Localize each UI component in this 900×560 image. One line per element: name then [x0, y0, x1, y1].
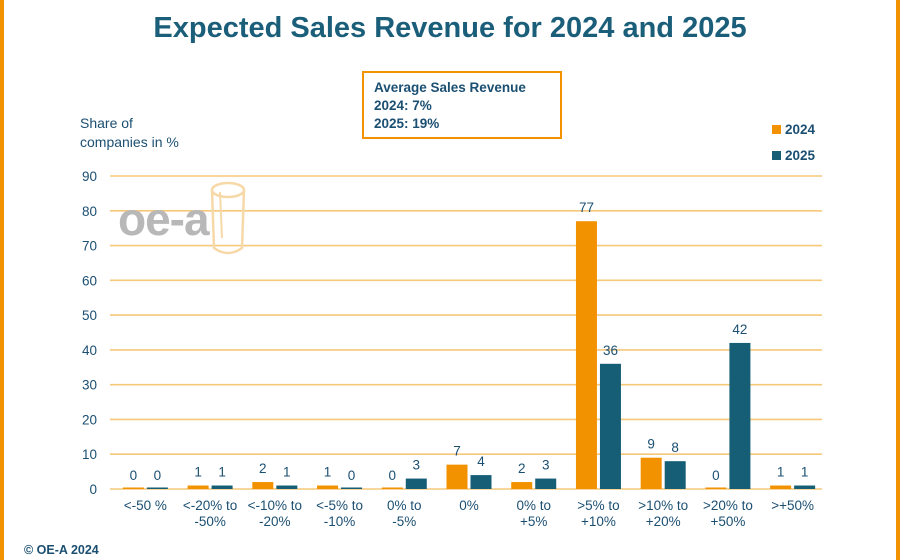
- bar-2024-5: [446, 464, 468, 489]
- data-label-2024-5: 7: [453, 444, 461, 459]
- x-tick-label-2-line-1: -20%: [259, 514, 291, 529]
- y-axis-label-line-1: Share of: [80, 115, 133, 131]
- x-tick-label-6-line-0: 0% to: [516, 498, 551, 513]
- x-tick-label-9-line-0: >20% to: [703, 498, 753, 513]
- bar-2024-1: [187, 485, 209, 489]
- data-label-2024-8: 9: [647, 437, 655, 452]
- bar-2024-0: [122, 487, 144, 489]
- data-label-2025-2: 1: [283, 465, 291, 480]
- copyright-footer: © OE-A 2024: [24, 543, 99, 557]
- frame-left-border: [0, 0, 4, 560]
- bar-2024-10: [770, 485, 792, 489]
- y-tick-label-10: 10: [82, 447, 97, 462]
- x-tick-label-1-line-0: <-20% to: [183, 498, 237, 513]
- bar-2025-6: [535, 478, 557, 489]
- bar-2024-3: [317, 485, 339, 489]
- x-tick-label-2-line-0: <-10% to: [248, 498, 302, 513]
- data-label-2024-4: 0: [389, 468, 397, 483]
- data-label-2025-1: 1: [218, 465, 226, 480]
- y-axis-label: Share of companies in %: [80, 114, 220, 152]
- x-tick-label-10-line-0: >+50%: [771, 498, 814, 513]
- bar-2025-2: [276, 485, 298, 489]
- oe-a-logo: oe-a: [118, 178, 253, 263]
- data-label-2025-10: 1: [801, 465, 809, 480]
- info-box-heading: Average Sales Revenue: [374, 80, 526, 95]
- data-label-2025-5: 4: [477, 454, 485, 469]
- legend-swatch-2025: [772, 150, 781, 160]
- data-label-2025-0: 0: [154, 468, 162, 483]
- y-tick-label-90: 90: [82, 169, 97, 184]
- bar-2025-9: [729, 342, 751, 489]
- data-label-2024-3: 1: [324, 465, 332, 480]
- bar-2025-0: [146, 487, 168, 489]
- x-tick-label-7-line-1: +10%: [581, 514, 616, 529]
- x-tick-label-8-line-1: +20%: [646, 514, 681, 529]
- legend: 2024 2025: [772, 116, 815, 168]
- legend-item-2025: 2025: [772, 142, 815, 168]
- data-label-2024-2: 2: [259, 461, 267, 476]
- data-label-2025-3: 0: [348, 468, 356, 483]
- x-tick-label-3-line-0: <-5% to: [316, 498, 363, 513]
- data-label-2024-10: 1: [777, 465, 785, 480]
- legend-swatch-2024: [772, 124, 781, 134]
- x-tick-label-8-line-0: >10% to: [638, 498, 688, 513]
- data-label-2025-4: 3: [413, 458, 421, 473]
- bar-2025-10: [794, 485, 816, 489]
- x-tick-label-9-line-1: +50%: [710, 514, 745, 529]
- logo-cylinder-icon: [210, 181, 246, 255]
- x-tick-label-1-line-1: -50%: [194, 514, 226, 529]
- y-tick-label-20: 20: [82, 412, 97, 427]
- y-tick-label-40: 40: [82, 343, 97, 358]
- data-label-2025-6: 3: [542, 458, 550, 473]
- bar-2025-8: [664, 461, 686, 489]
- y-tick-label-0: 0: [89, 482, 97, 497]
- bar-2025-3: [341, 487, 363, 489]
- bar-2024-9: [705, 487, 727, 489]
- legend-label-2024: 2024: [785, 121, 816, 137]
- bar-2025-4: [405, 478, 427, 489]
- bar-2025-5: [470, 475, 492, 489]
- y-tick-label-70: 70: [82, 239, 97, 254]
- bar-2024-6: [511, 482, 533, 489]
- data-label-2024-0: 0: [130, 468, 138, 483]
- bar-2025-1: [211, 485, 233, 489]
- bar-2024-7: [575, 221, 597, 489]
- x-tick-label-5-line-0: 0%: [459, 498, 479, 513]
- bar-2024-4: [381, 487, 403, 489]
- y-tick-label-80: 80: [82, 204, 97, 219]
- y-tick-label-60: 60: [82, 273, 97, 288]
- bar-2024-8: [640, 457, 662, 489]
- legend-item-2024: 2024: [772, 116, 815, 142]
- x-tick-label-4-line-1: -5%: [392, 514, 416, 529]
- data-label-2024-9: 0: [712, 468, 720, 483]
- bar-2024-2: [252, 482, 274, 489]
- chart-title: Expected Sales Revenue for 2024 and 2025: [153, 12, 747, 44]
- x-tick-label-7-line-0: >5% to: [577, 498, 619, 513]
- y-tick-label-50: 50: [82, 308, 97, 323]
- info-box-line-2024: 2024: 7%: [374, 98, 432, 113]
- x-tick-label-3-line-1: -10%: [324, 514, 356, 529]
- info-box-line-2025: 2025: 19%: [374, 116, 440, 131]
- y-axis-label-line-2: companies in %: [80, 134, 179, 150]
- logo-text: oe-a: [118, 193, 210, 245]
- data-label-2024-7: 77: [579, 200, 594, 215]
- legend-label-2025: 2025: [785, 147, 816, 163]
- y-tick-label-30: 30: [82, 378, 97, 393]
- data-label-2024-6: 2: [518, 461, 526, 476]
- x-tick-label-4-line-0: 0% to: [387, 498, 422, 513]
- x-tick-label-6-line-1: +5%: [520, 514, 547, 529]
- data-label-2025-9: 42: [732, 322, 747, 337]
- frame-right-border: [896, 0, 900, 560]
- data-label-2025-7: 36: [603, 343, 618, 358]
- data-label-2024-1: 1: [194, 465, 202, 480]
- bar-2025-7: [599, 363, 621, 489]
- average-sales-revenue-box: Average Sales Revenue 2024: 7% 2025: 19%: [362, 71, 562, 139]
- x-tick-label-0-line-0: <-50 %: [124, 498, 167, 513]
- data-label-2025-8: 8: [671, 440, 679, 455]
